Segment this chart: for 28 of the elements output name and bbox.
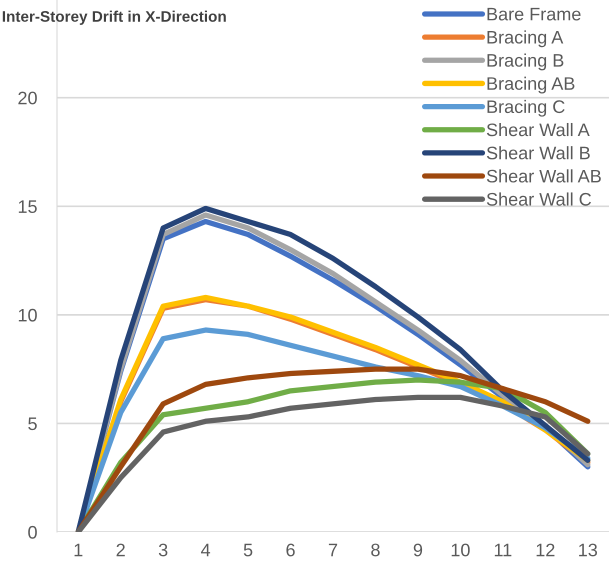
legend-label: Shear Wall A	[486, 122, 590, 136]
x-tick-label: 2	[116, 544, 125, 556]
legend-label: Shear Wall B	[486, 146, 590, 160]
x-tick-label: 8	[371, 544, 380, 556]
y-tick-label: 5	[28, 418, 37, 430]
text: Inter-Storey Drift in X-Direction	[2, 10, 226, 25]
x-tick-label: 7	[328, 544, 338, 556]
legend-label: Shear Wall C	[486, 192, 592, 206]
legend-label: Bracing A	[488, 30, 564, 48]
x-tick-label: 12	[536, 544, 554, 556]
x-tick-label: 10	[452, 544, 470, 556]
x-tick-label: 9	[414, 544, 422, 556]
legend-label: Bare Frame	[488, 8, 581, 20]
y-tick-label: 10	[18, 308, 37, 322]
x-tick-label: 4	[201, 544, 210, 556]
x-tick-label: 13	[579, 544, 598, 556]
x-tick-label: 5	[244, 544, 252, 556]
y-tick-label: 20	[18, 92, 37, 104]
y-tick-label: 0	[28, 526, 37, 539]
x-tick-label: 3	[158, 544, 168, 556]
legend-label: Shear Wall AB	[486, 169, 601, 183]
x-tick-label: 6	[286, 544, 295, 556]
y-tick-label: 15	[18, 200, 37, 214]
x-tick-label: 1	[74, 544, 82, 556]
legend-label: Bracing C	[488, 100, 565, 117]
x-tick-label: 11	[494, 544, 512, 556]
legend-label: Bracing AB	[488, 76, 574, 94]
legend-label: Bracing B	[488, 54, 564, 70]
